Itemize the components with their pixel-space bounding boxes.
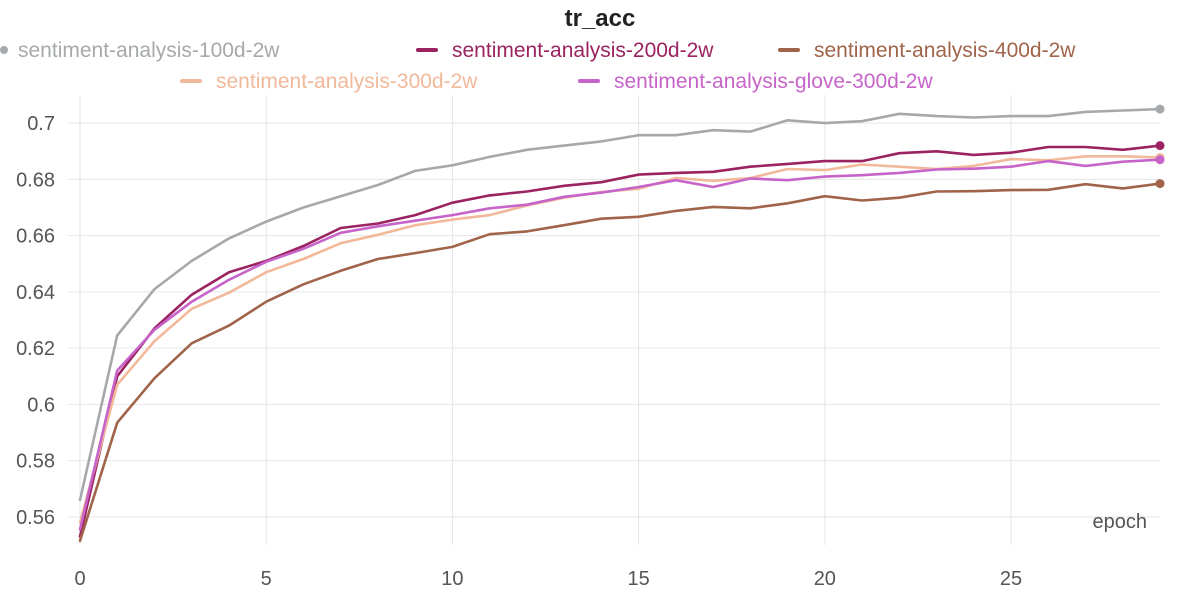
legend-label: sentiment-analysis-100d-2w bbox=[18, 39, 280, 62]
x-axis-label: epoch bbox=[1093, 511, 1148, 533]
legend-label: sentiment-analysis-glove-300d-2w bbox=[614, 70, 933, 93]
x-tick-label: 10 bbox=[441, 568, 463, 590]
x-tick-label: 25 bbox=[1000, 568, 1022, 590]
y-tick-label: 0.64 bbox=[16, 282, 55, 304]
y-tick-label: 0.58 bbox=[16, 451, 55, 473]
series-end-marker bbox=[1155, 141, 1165, 151]
y-tick-label: 0.68 bbox=[16, 169, 55, 191]
y-tick-label: 0.62 bbox=[16, 338, 55, 360]
y-tick-label: 0.66 bbox=[16, 226, 55, 248]
y-tick-label: 0.7 bbox=[27, 113, 55, 135]
x-tick-label: 0 bbox=[74, 568, 85, 590]
series-end-marker bbox=[1155, 104, 1165, 114]
y-tick-label: 0.6 bbox=[27, 394, 55, 416]
legend-swatch bbox=[0, 46, 8, 54]
y-tick-label: 0.56 bbox=[16, 507, 55, 529]
x-axis: 0 5 10 15 20 25 bbox=[74, 568, 1022, 590]
series-line bbox=[78, 107, 1162, 502]
legend-label: sentiment-analysis-300d-2w bbox=[216, 70, 478, 93]
legend-item[interactable]: sentiment-analysis-glove-300d-2w bbox=[578, 70, 933, 93]
grid-layer bbox=[68, 95, 1160, 545]
series-line bbox=[78, 144, 1162, 538]
y-axis: 0.56 0.58 0.6 0.62 0.64 0.66 0.68 0.7 bbox=[16, 113, 55, 529]
series-line bbox=[78, 155, 1162, 524]
legend-item[interactable]: sentiment-analysis-200d-2w bbox=[416, 39, 714, 62]
legend-label: sentiment-analysis-400d-2w bbox=[814, 39, 1076, 62]
series-line bbox=[78, 182, 1162, 543]
chart-title: tr_acc bbox=[565, 5, 636, 32]
series-end-marker bbox=[1155, 179, 1165, 189]
x-tick-label: 20 bbox=[814, 568, 836, 590]
x-tick-label: 5 bbox=[261, 568, 272, 590]
series-line bbox=[78, 158, 1162, 531]
series-end-marker bbox=[1155, 155, 1165, 165]
legend-item[interactable]: sentiment-analysis-100d-2w bbox=[0, 39, 280, 62]
legend-label: sentiment-analysis-200d-2w bbox=[452, 39, 714, 62]
series-layer bbox=[78, 104, 1165, 543]
legend: sentiment-analysis-100d-2w sentiment-anal… bbox=[0, 39, 1076, 93]
legend-item[interactable]: sentiment-analysis-300d-2w bbox=[180, 70, 478, 93]
x-tick-label: 15 bbox=[627, 568, 649, 590]
legend-item[interactable]: sentiment-analysis-400d-2w bbox=[778, 39, 1076, 62]
